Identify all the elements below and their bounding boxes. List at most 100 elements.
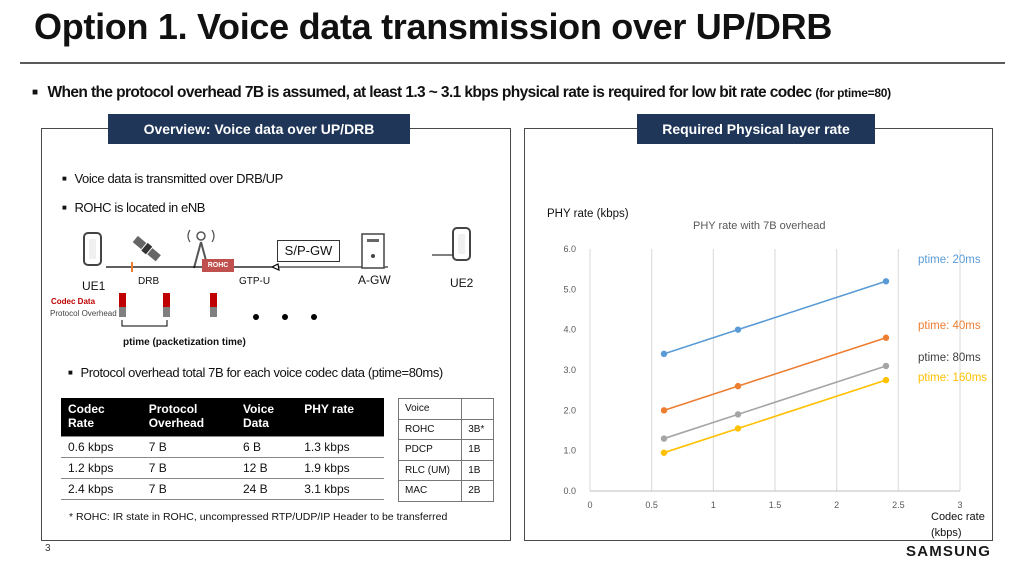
- x-axis-label-line: Codec rate: [931, 511, 985, 523]
- table-row: ROHC 3B*: [397, 418, 494, 440]
- table-cell: [461, 398, 494, 420]
- headline: ■ When the protocol overhead 7B is assume…: [32, 84, 891, 102]
- bullet-square-icon: ■: [62, 203, 67, 212]
- agw-server-icon: [361, 233, 385, 269]
- legend-label: ptime: 160ms: [918, 372, 987, 384]
- x-tick-label: 2.5: [892, 500, 905, 510]
- y-tick-label: 1.0: [563, 446, 576, 456]
- column-header: Voice Data: [235, 398, 298, 436]
- y-tick-label: 2.0: [563, 405, 576, 415]
- y-tick-label: 5.0: [563, 284, 576, 294]
- bullet-square-icon: ■: [68, 368, 73, 377]
- y-tick-label: 0.0: [563, 486, 576, 496]
- bullet-text: ROHC is located in eNB: [74, 200, 206, 215]
- column-header: PHY rate: [297, 398, 384, 436]
- table-cell: 1.9 kbps: [297, 456, 384, 478]
- chart-title: PHY rate with 7B overhead: [693, 220, 826, 232]
- ue1-label: UE1: [82, 279, 106, 293]
- table-cell: 2.4 kbps: [61, 477, 142, 500]
- overview-panel-title: Overview: Voice data over UP/DRB: [108, 114, 410, 144]
- legend-label: ptime: 80ms: [918, 352, 981, 364]
- header-line: Voice: [242, 402, 275, 416]
- column-header: Protocol Overhead: [141, 398, 236, 436]
- table-row: Voice: [397, 398, 494, 420]
- phy-rate-panel-title: Required Physical layer rate: [637, 114, 875, 144]
- table-cell: 7 B: [141, 435, 236, 457]
- bullet-square-icon: ■: [32, 87, 38, 98]
- legend-label: ptime: 20ms: [918, 254, 981, 266]
- table-cell: 1B: [461, 459, 494, 481]
- gtpu-label: GTP-U: [239, 276, 271, 287]
- table-row: PDCP 1B: [397, 439, 494, 461]
- table-row: 2.4 kbps 7 B 24 B 3.1 kbps: [61, 477, 384, 500]
- header-line: Rate: [68, 416, 95, 430]
- data-point: [882, 376, 890, 384]
- x-tick-label: 1.5: [769, 500, 782, 510]
- data-point: [882, 334, 890, 341]
- headline-note: (for ptime=80): [815, 86, 891, 100]
- table-cell: 6 B: [235, 435, 298, 457]
- table-cell: 0.6 kbps: [61, 435, 142, 457]
- codec-data-packets: [119, 293, 217, 317]
- table-cell: 12 B: [235, 456, 298, 478]
- bullet-text: Protocol overhead total 7B for each voic…: [80, 365, 443, 380]
- ptime-bracket: [121, 320, 168, 327]
- bullet-text: Voice data is transmitted over DRB/UP: [74, 171, 283, 186]
- bullet-square-icon: ■: [62, 174, 67, 183]
- ue2-label: UE2: [450, 276, 474, 290]
- page-number: 3: [45, 543, 51, 554]
- headline-text: When the protocol overhead 7B is assumed…: [47, 84, 812, 101]
- x-tick-label: 2: [834, 500, 839, 510]
- protocol-overhead-label: Protocol Overhead: [50, 309, 117, 318]
- header-line: PHY rate: [304, 402, 355, 416]
- data-point: [734, 326, 742, 333]
- ue1-phone-icon: [83, 232, 102, 266]
- x-tick-label: 0: [587, 500, 592, 510]
- table-cell: RLC (UM): [397, 459, 463, 481]
- satellite-icon: [132, 235, 161, 262]
- network-diagram: [106, 229, 454, 327]
- table-cell: 1.3 kbps: [297, 435, 384, 457]
- column-header: Codec Rate: [61, 398, 142, 436]
- protocol-stack-table: Voice ROHC 3B* PDCP 1B RLC (UM) 1B MAC 2B: [397, 398, 494, 502]
- bullet-item: ■ Protocol overhead total 7B for each voi…: [68, 365, 443, 380]
- table-row: 1.2 kbps 7 B 12 B 1.9 kbps: [61, 456, 384, 478]
- table-cell: 1.2 kbps: [61, 456, 142, 478]
- data-point: [734, 425, 742, 432]
- ellipsis-dots: [253, 314, 317, 320]
- spgw-box: S/P-GW: [277, 240, 340, 262]
- table-row: RLC (UM) 1B: [397, 459, 494, 481]
- data-point: [734, 382, 742, 390]
- header-line: Protocol: [148, 402, 198, 416]
- codec-data-label: Codec Data: [51, 297, 96, 306]
- data-point: [882, 362, 890, 370]
- table-cell: 3B*: [461, 418, 494, 440]
- x-axis-label-line: (kbps): [931, 527, 962, 539]
- table-header-row: Codec Rate Protocol Overhead Voice Data PHY…: [61, 398, 384, 436]
- agw-label: A-GW: [358, 273, 391, 287]
- chart-y-axis-label: PHY rate (kbps): [547, 208, 629, 220]
- ptime-label: ptime (packetization time): [123, 337, 246, 348]
- table-cell: 7 B: [141, 456, 236, 478]
- codec-rate-table: Codec Rate Protocol Overhead Voice Data PHY…: [61, 398, 384, 500]
- bullet-item: ■ Voice data is transmitted over DRB/UP: [62, 171, 283, 186]
- samsung-logo: SAMSUNG: [906, 543, 992, 560]
- table-cell: 1B: [461, 439, 494, 461]
- data-point: [660, 435, 668, 442]
- data-point: [882, 278, 890, 285]
- footnote: * ROHC: IR state in ROHC, uncompressed R…: [69, 511, 448, 523]
- table-row: 0.6 kbps 7 B 6 B 1.3 kbps: [61, 435, 384, 457]
- table-cell: Voice: [397, 398, 463, 420]
- table-cell: ROHC: [397, 418, 463, 440]
- table-cell: PDCP: [397, 439, 463, 461]
- title-divider: [20, 62, 1005, 64]
- y-tick-label: 6.0: [563, 244, 576, 254]
- data-point: [660, 449, 668, 456]
- header-line: Data: [242, 416, 269, 430]
- header-line: Overhead: [148, 416, 205, 430]
- header-line: Codec: [68, 402, 105, 416]
- table-cell: 24 B: [235, 477, 298, 500]
- table-cell: MAC: [397, 480, 463, 502]
- ue2-phone-icon: [452, 227, 471, 261]
- rohc-box: ROHC: [202, 259, 234, 272]
